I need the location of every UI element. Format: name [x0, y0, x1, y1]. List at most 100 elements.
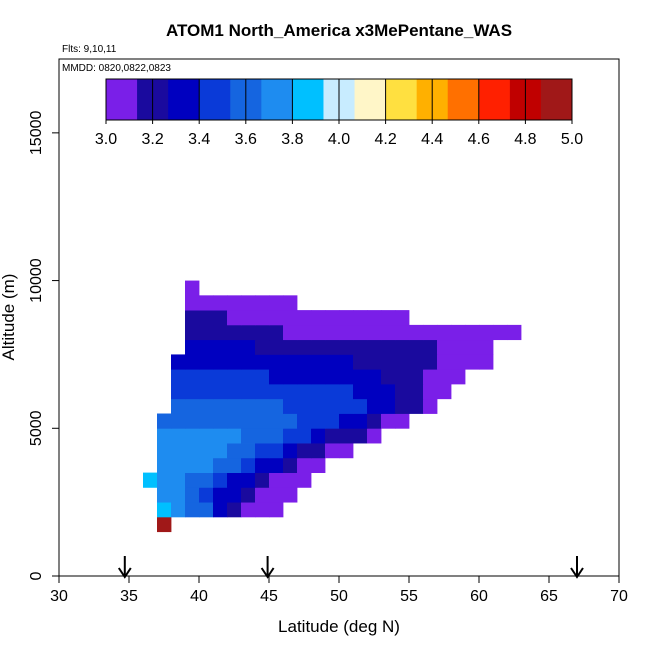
heatmap-cell [311, 354, 326, 370]
heatmap-cell [269, 295, 284, 311]
heatmap-cell [423, 383, 438, 400]
heatmap-cell [367, 339, 382, 355]
heatmap-cell [479, 354, 494, 370]
heatmap-cell [213, 369, 228, 385]
heatmap-cell [311, 383, 326, 400]
heatmap-cell [339, 443, 354, 459]
heatmap-cell [157, 472, 172, 488]
colorbar-tick-label: 3.8 [281, 131, 303, 148]
heatmap-cell [241, 310, 256, 326]
heatmap-cell [213, 457, 228, 473]
heatmap-cell [185, 502, 200, 518]
heatmap-cell [339, 398, 354, 414]
heatmap-cell [311, 310, 326, 326]
heatmap-cell [367, 354, 382, 370]
heatmap-cell [213, 310, 228, 326]
heatmap-cell [185, 295, 200, 311]
heatmap-cell [283, 398, 298, 414]
heatmap-cell [423, 369, 438, 385]
heatmap-cell [437, 383, 452, 400]
heatmap-cell [241, 398, 256, 414]
colorbar-frame [105, 78, 573, 121]
heatmap-cell [199, 310, 214, 326]
heatmap-cell [269, 487, 284, 503]
heatmap-cell [325, 310, 340, 326]
heatmap-cell [199, 369, 214, 385]
heatmap-cell [227, 502, 242, 518]
latitude-arrow-head [117, 567, 132, 579]
heatmap-cell [381, 413, 396, 429]
heatmap-cell [339, 310, 354, 326]
heatmap-cell [185, 457, 200, 473]
heatmap-cell [199, 383, 214, 400]
heatmap-cell [199, 295, 214, 311]
heatmap-cell [227, 324, 242, 341]
heatmap-cell [423, 324, 438, 341]
heatmap-cell [255, 487, 270, 503]
flights-label: Flts: 9,10,11 [62, 44, 117, 55]
heatmap-cell [269, 398, 284, 414]
latitude-arrows [117, 556, 584, 579]
heatmap-cell [297, 443, 312, 459]
heatmap-cell [241, 487, 256, 503]
heatmap-cell [367, 324, 382, 341]
heatmap-cell [269, 354, 284, 370]
dates-label: MMDD: 0820,0822,0823 [62, 63, 171, 74]
heatmap-cell [381, 354, 396, 370]
heatmap-cell [199, 487, 214, 503]
heatmap-cell [479, 339, 494, 355]
heatmap-cell [395, 398, 410, 414]
x-tick-label: 35 [120, 588, 138, 605]
heatmap-cell [339, 428, 354, 444]
heatmap-cell [339, 324, 354, 341]
heatmap-cell [185, 487, 200, 503]
x-tick-label: 55 [400, 588, 418, 605]
heatmap-cell [171, 398, 186, 414]
heatmap-cell [311, 413, 326, 429]
heatmap-cell [241, 369, 256, 385]
heatmap-cell [199, 428, 214, 444]
heatmap-cell [493, 324, 508, 341]
heatmap-cell [269, 339, 284, 355]
heatmap-cell [409, 369, 424, 385]
heatmap-cell [353, 324, 368, 341]
heatmap-cell [157, 428, 172, 444]
heatmap-cell [437, 369, 452, 385]
heatmap-cell [311, 369, 326, 385]
heatmap-cell [437, 354, 452, 370]
heatmap-cell [507, 324, 522, 341]
heatmap-cell [241, 324, 256, 341]
heatmap-cell [395, 339, 410, 355]
colorbar-swatch [385, 79, 418, 120]
heatmap-cell [241, 339, 256, 355]
colorbar-tick-label: 4.4 [421, 131, 443, 148]
latitude-arrow-head [260, 567, 275, 579]
heatmap-cell [255, 354, 270, 370]
heatmap-cell [409, 324, 424, 341]
colorbar-tick-label: 3.4 [188, 131, 210, 148]
heatmap-cell [227, 369, 242, 385]
heatmap-cell [283, 354, 298, 370]
heatmap-cell [297, 413, 312, 429]
x-tick-label: 45 [260, 588, 278, 605]
heatmap-cell [269, 472, 284, 488]
heatmap-cell [241, 413, 256, 429]
colorbar-swatch [261, 79, 293, 120]
heatmap-cell [213, 502, 228, 518]
heatmap-cell [213, 413, 228, 429]
heatmap-cell [297, 369, 312, 385]
heatmap-cell [227, 295, 242, 311]
heatmap-cell [241, 472, 256, 488]
heatmap-cell [339, 354, 354, 370]
heatmap-cell [143, 472, 158, 488]
colorbar-tick-label: 3.2 [141, 131, 163, 148]
heatmap-cell [479, 324, 494, 341]
heatmap-cell [213, 398, 228, 414]
heatmap-cell [297, 428, 312, 444]
heatmap-cell [381, 369, 396, 385]
heatmap-cell [325, 339, 340, 355]
heatmap-cell [297, 457, 312, 473]
heatmap-cell [381, 339, 396, 355]
heatmap-cell [199, 443, 214, 459]
colorbar: 3.0 3.2 3.4 3.6 3.8 4.0 4.2 4.4 4.6 4.8 5.0 [95, 78, 583, 148]
